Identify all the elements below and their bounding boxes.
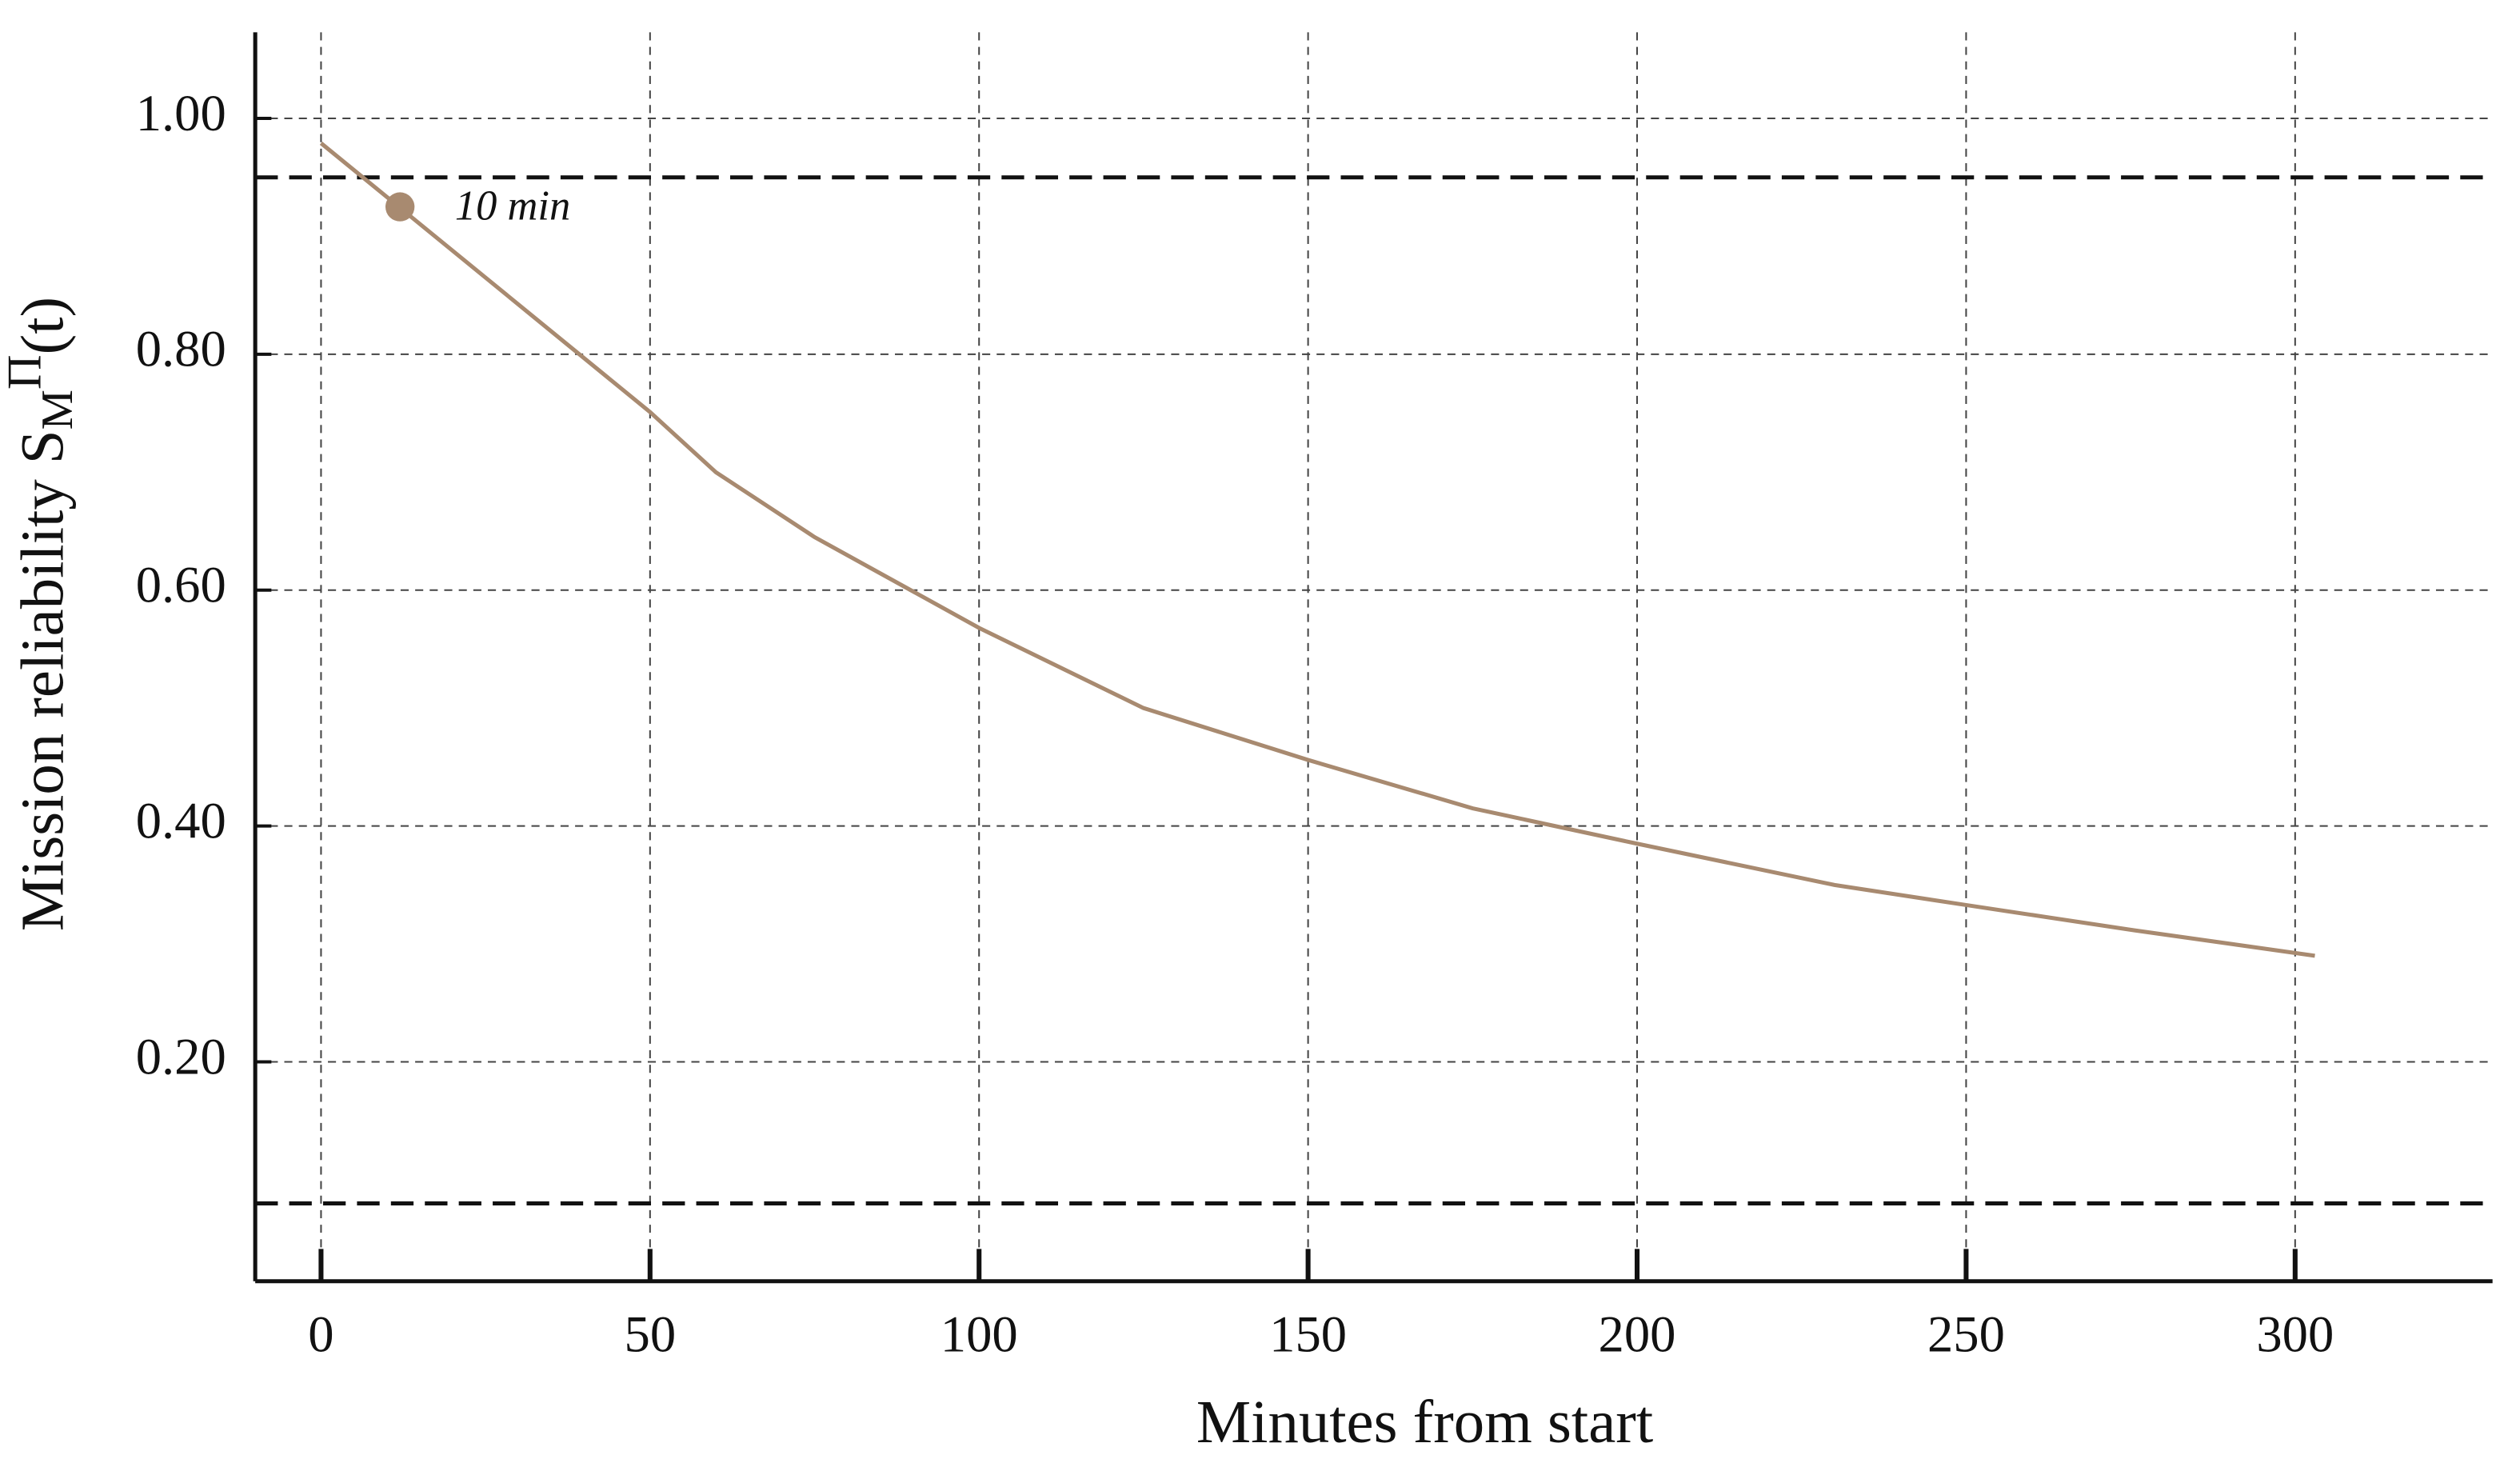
x-tick-label: 300 [2256, 1305, 2334, 1362]
y-label-tail: (t) [8, 297, 76, 354]
x-tick-label: 50 [625, 1305, 677, 1362]
annotation-point [385, 192, 415, 222]
y-tick-label: 0.60 [136, 556, 226, 614]
x-tick-label: 150 [1269, 1305, 1347, 1362]
y-axis-label: Mission reliability SMΠ(t) [0, 297, 82, 931]
x-axis-label: Minutes from start [1196, 1388, 1653, 1456]
x-tick-label: 0 [308, 1305, 333, 1362]
line-series [319, 142, 2315, 958]
x-tick-label: 100 [941, 1305, 1018, 1362]
y-label-sub: M [33, 390, 82, 430]
y-label-main: Mission reliability S [8, 430, 76, 931]
y-tick-label: 1.00 [136, 84, 226, 142]
x-tick-label: 200 [1599, 1305, 1676, 1362]
annotation-label: 10 min [455, 183, 570, 230]
y-tick-label: 0.80 [136, 320, 226, 378]
y-tick-label: 0.20 [136, 1027, 226, 1085]
y-label-sup: Π [0, 354, 51, 390]
x-tick-label: 250 [1927, 1305, 2005, 1362]
y-tick-label: 0.40 [136, 791, 226, 849]
